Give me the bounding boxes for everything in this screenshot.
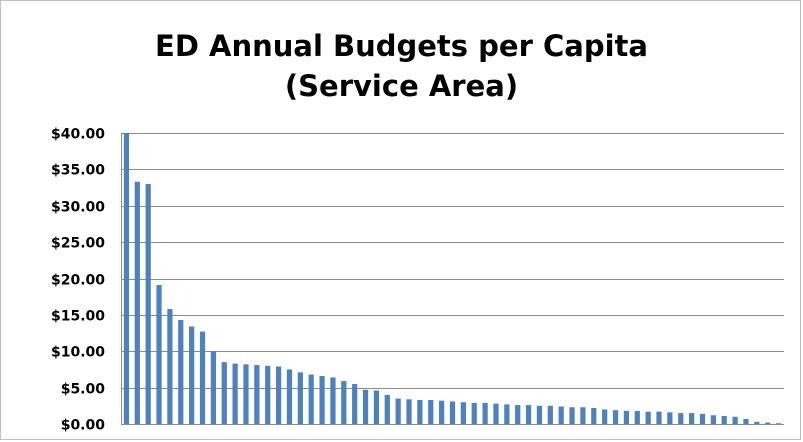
bar xyxy=(286,369,293,424)
bar xyxy=(199,331,206,424)
bar xyxy=(210,351,216,424)
bar xyxy=(134,181,140,424)
bar xyxy=(515,405,521,424)
bar xyxy=(232,363,238,424)
bar xyxy=(765,422,771,424)
bars xyxy=(123,133,782,424)
y-tick-label: $40.00 xyxy=(51,127,105,143)
bar xyxy=(460,402,466,424)
bar xyxy=(547,405,553,424)
bar xyxy=(710,415,716,424)
bar xyxy=(645,411,651,424)
bar xyxy=(689,413,695,424)
bar xyxy=(623,410,630,424)
y-tick-label: $15.00 xyxy=(51,309,105,325)
bar xyxy=(439,400,445,424)
bar xyxy=(308,374,314,424)
bar xyxy=(612,410,619,424)
bar xyxy=(417,399,423,424)
bar xyxy=(721,416,727,424)
bar xyxy=(482,402,488,424)
bar xyxy=(341,381,347,424)
y-tick-label: $20.00 xyxy=(51,273,105,289)
y-tick-label: $30.00 xyxy=(51,200,105,216)
bar xyxy=(319,375,325,424)
chart-title-line-1: ED Annual Budgets per Capita xyxy=(155,29,648,63)
bar xyxy=(362,389,369,424)
bar xyxy=(656,411,662,424)
bar xyxy=(493,403,499,424)
y-axis-labels: $0.00 $5.00 $10.00 $15.00 $20.00 $25.00 $30.00… xyxy=(51,127,105,434)
bar xyxy=(384,394,390,424)
chart-title-line-2: (Service Area) xyxy=(284,69,519,103)
bar xyxy=(449,401,456,424)
bar xyxy=(743,418,749,424)
bar xyxy=(145,183,151,424)
bar xyxy=(678,413,684,424)
bar xyxy=(536,405,543,424)
bar xyxy=(297,372,303,424)
bar xyxy=(178,319,184,424)
y-tick-label: $0.00 xyxy=(61,418,106,434)
y-tick-label: $25.00 xyxy=(51,236,105,252)
bar xyxy=(732,416,738,424)
bar xyxy=(580,407,586,424)
y-tick-label: $5.00 xyxy=(61,382,106,398)
bar xyxy=(754,421,760,424)
bar xyxy=(275,366,282,424)
bar xyxy=(591,408,597,424)
bar xyxy=(634,410,640,424)
bar xyxy=(667,412,673,424)
bar xyxy=(775,423,782,424)
bar xyxy=(156,285,162,424)
bar xyxy=(471,402,477,424)
bar xyxy=(189,326,195,424)
bar xyxy=(221,362,227,424)
y-tick-label: $10.00 xyxy=(51,345,105,361)
bar xyxy=(352,383,358,424)
chart-title: ED Annual Budgets per Capita (Service Ar… xyxy=(0,26,803,106)
bar xyxy=(330,377,336,424)
bar xyxy=(602,409,608,424)
bar xyxy=(406,399,412,424)
bar xyxy=(373,390,380,424)
bar xyxy=(699,413,706,424)
bar xyxy=(243,364,249,424)
axes xyxy=(121,133,784,425)
bar xyxy=(504,404,510,424)
bar xyxy=(123,133,130,424)
bar xyxy=(265,365,271,424)
bar xyxy=(167,309,173,424)
bar xyxy=(395,398,401,424)
bar xyxy=(569,407,575,424)
bar xyxy=(428,399,434,424)
y-tick-label: $35.00 xyxy=(51,163,105,179)
bar xyxy=(254,365,260,424)
gridlines xyxy=(121,133,784,389)
bar xyxy=(558,406,564,424)
bar xyxy=(525,405,532,424)
